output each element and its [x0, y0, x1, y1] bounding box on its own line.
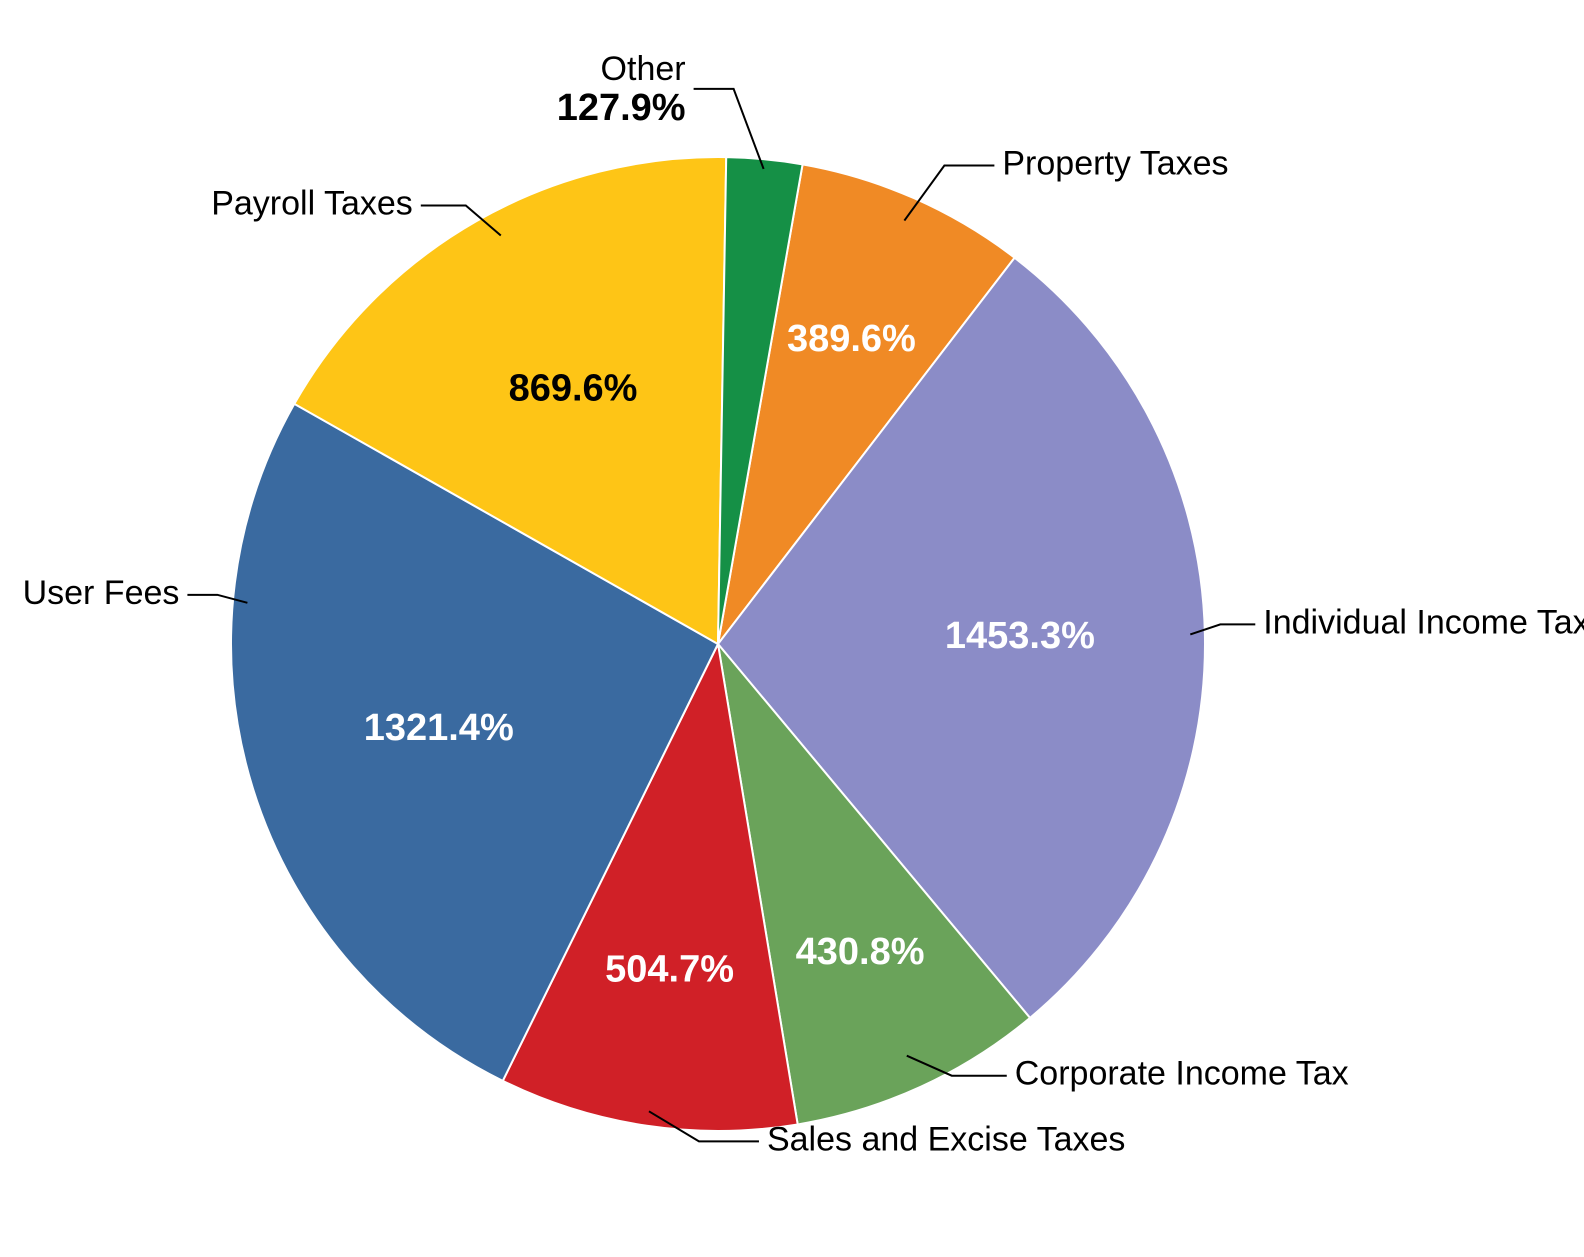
pie-value-payroll-taxes: 869.6% — [509, 367, 638, 409]
pie-value-user-fees: 1321.4% — [364, 707, 514, 749]
pie-label-text-other: Other — [601, 50, 686, 88]
pie-chart: 389.6% 1453.3% 430.8% 504.7% 1321.4% 869.6% Pr… — [0, 0, 1584, 1257]
pie-value-property-taxes: 389.6% — [787, 318, 916, 360]
pie-label-payroll-taxes: Payroll Taxes — [211, 184, 413, 222]
pie-label-user-fees: User Fees — [23, 574, 180, 612]
pie-label-corporate-income-tax: Corporate Income Tax — [1015, 1055, 1349, 1093]
pie-label-sales-and-excise-taxes: Sales and Excise Taxes — [767, 1120, 1125, 1158]
pie-label-property-taxes: Property Taxes — [1002, 145, 1228, 183]
pie-value-other: 127.9% — [557, 87, 686, 129]
pie-label-individual-income-taxes: Individual Income Taxes — [1263, 603, 1584, 641]
pie-value-corporate-income-tax: 430.8% — [796, 931, 925, 973]
pie-value-individual-income-taxes: 1453.3% — [945, 615, 1095, 657]
pie-value-sales-and-excise-taxes: 504.7% — [605, 949, 734, 991]
